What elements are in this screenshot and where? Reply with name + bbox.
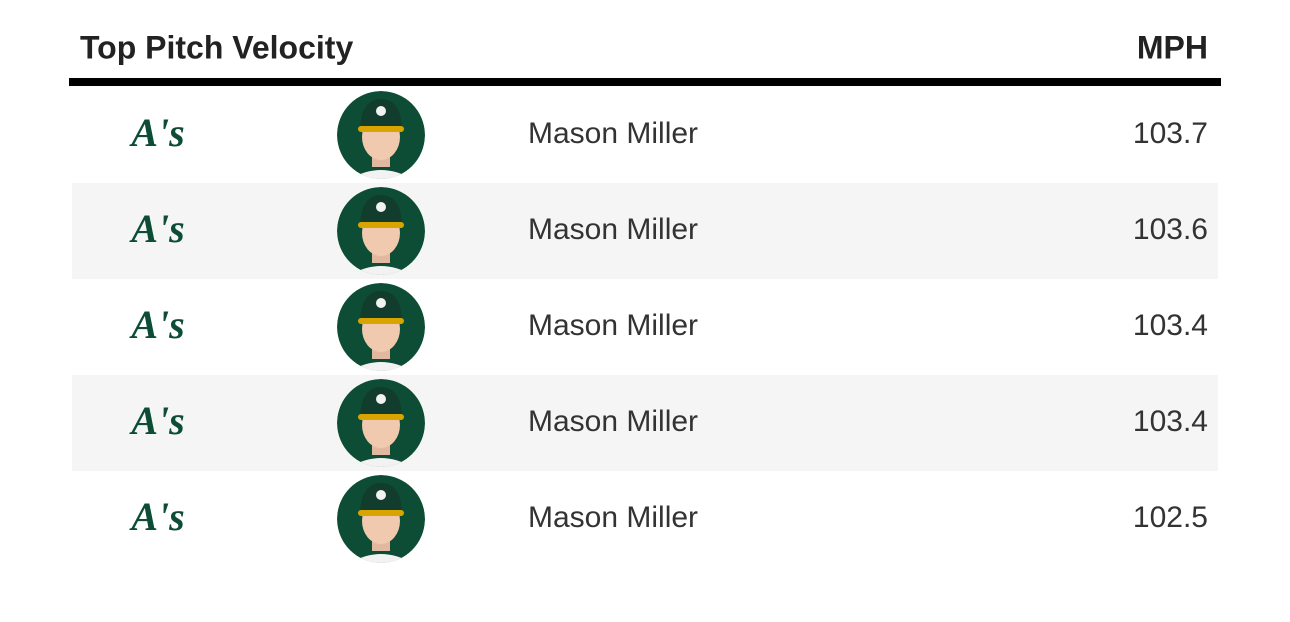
table-row: A's Mason Miller 103.6 bbox=[72, 183, 1218, 279]
photo-content bbox=[337, 283, 425, 371]
table-row: A's Mason Miller 103.4 bbox=[128, 283, 1208, 371]
cap-brim bbox=[358, 510, 404, 516]
photo-content bbox=[337, 379, 425, 467]
table-title: Top Pitch Velocity bbox=[80, 29, 353, 65]
velocity: 102.5 bbox=[1133, 501, 1208, 534]
team-logo: A's bbox=[128, 494, 184, 539]
cap-logo bbox=[376, 298, 386, 308]
row-background bbox=[72, 183, 1218, 279]
header-rule bbox=[69, 78, 1221, 86]
cap-brim bbox=[358, 414, 404, 420]
velocity: 103.6 bbox=[1133, 213, 1208, 246]
photo-content bbox=[337, 475, 425, 563]
player-photo bbox=[337, 283, 425, 371]
cap-brim bbox=[358, 318, 404, 324]
player-name: Mason Miller bbox=[528, 501, 698, 534]
jersey bbox=[341, 554, 421, 563]
cap-logo bbox=[376, 202, 386, 212]
column-header: MPH bbox=[1137, 29, 1208, 65]
player-name: Mason Miller bbox=[528, 213, 698, 246]
jersey bbox=[341, 170, 421, 179]
table-row: A's Mason Miller 103.7 bbox=[128, 91, 1208, 179]
table-row: A's Mason Miller 102.5 bbox=[128, 475, 1208, 563]
velocity: 103.7 bbox=[1133, 117, 1208, 150]
jersey bbox=[341, 266, 421, 275]
player-photo bbox=[337, 475, 425, 563]
player-name: Mason Miller bbox=[528, 405, 698, 438]
rows: A's Mason Miller 103.7 A's Mason Miller 103.6… bbox=[72, 91, 1218, 563]
team-logo: A's bbox=[128, 398, 184, 443]
player-photo bbox=[337, 379, 425, 467]
team-logo: A's bbox=[128, 110, 184, 155]
player-name: Mason Miller bbox=[528, 117, 698, 150]
photo-content bbox=[337, 187, 425, 275]
player-name: Mason Miller bbox=[528, 309, 698, 342]
team-logo: A's bbox=[128, 206, 184, 251]
cap-logo bbox=[376, 106, 386, 116]
row-background bbox=[72, 375, 1218, 471]
team-logo: A's bbox=[128, 302, 184, 347]
velocity: 103.4 bbox=[1133, 405, 1208, 438]
cap-logo bbox=[376, 394, 386, 404]
cap-brim bbox=[358, 126, 404, 132]
cap-logo bbox=[376, 490, 386, 500]
velocity: 103.4 bbox=[1133, 309, 1208, 342]
photo-content bbox=[337, 91, 425, 179]
cap-brim bbox=[358, 222, 404, 228]
jersey bbox=[341, 362, 421, 371]
player-photo bbox=[337, 91, 425, 179]
player-photo bbox=[337, 187, 425, 275]
jersey bbox=[341, 458, 421, 467]
table-row: A's Mason Miller 103.4 bbox=[72, 375, 1218, 471]
